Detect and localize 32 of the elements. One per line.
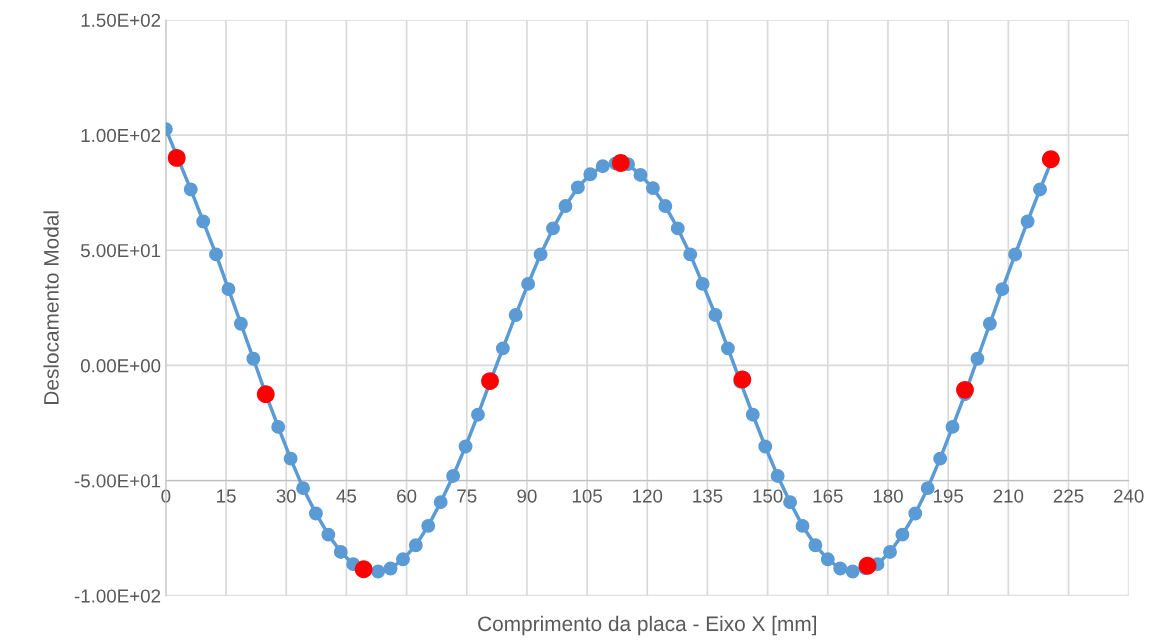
point — [1041, 150, 1060, 169]
point — [956, 380, 974, 399]
point — [858, 556, 877, 575]
y-tick-label: 1.50E+02 — [81, 13, 161, 27]
x-tick-label: 30 — [276, 489, 296, 503]
x-tick-label: 75 — [457, 489, 477, 503]
x-tick-label: 0 — [161, 489, 171, 503]
x-tick-label: 15 — [217, 489, 236, 503]
x-tick-label: 225 — [1053, 489, 1084, 503]
x-tick-label: 210 — [993, 489, 1024, 503]
x-tick-label: 105 — [572, 489, 602, 503]
point — [733, 370, 752, 389]
x-tick-label: 195 — [933, 489, 964, 503]
y-tick-label: -5.00E+01 — [74, 474, 161, 488]
point — [611, 154, 630, 172]
x-tick-label: 60 — [397, 489, 417, 503]
x-axis-title: Comprimento da placa - Eixo X [mm] — [478, 615, 816, 636]
x-tick-label: 135 — [693, 489, 723, 503]
x-tick-label: 150 — [753, 489, 783, 503]
y-axis-title: Deslocamento Modal — [43, 211, 59, 404]
x-tick-label: 240 — [1113, 489, 1144, 503]
y-tick-label: -1.00E+02 — [74, 589, 161, 603]
x-tick-label: 120 — [633, 489, 663, 503]
point — [167, 148, 186, 167]
x-tick-label: 90 — [517, 489, 537, 503]
y-tick-label: 5.00E+01 — [80, 243, 161, 258]
point — [354, 560, 373, 579]
x-tick-label: 45 — [336, 489, 357, 503]
x-tick-label: 180 — [873, 489, 903, 503]
y-tick-label: 0.00E+00 — [80, 359, 161, 373]
y-tick-label: 1.00E+02 — [81, 128, 161, 143]
x-tick-label: 165 — [813, 489, 843, 503]
